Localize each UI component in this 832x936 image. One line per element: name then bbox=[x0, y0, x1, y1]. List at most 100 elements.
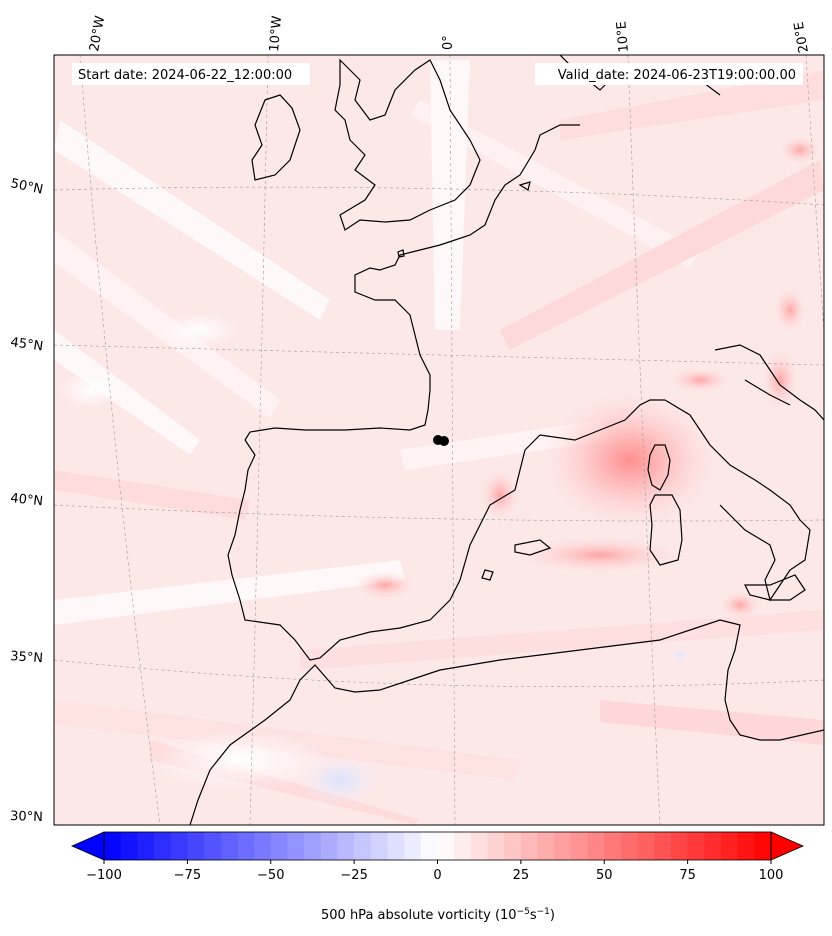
longitude-labels: 20°W 10°W 0° 10°E 20°E bbox=[87, 15, 812, 54]
latitude-labels: 50°N 45°N 40°N 35°N 30°N bbox=[9, 176, 44, 825]
colorbar-cell bbox=[104, 832, 122, 860]
colorbar-cell bbox=[387, 832, 405, 860]
colorbar-cell bbox=[687, 832, 705, 860]
colorbar-cell bbox=[654, 832, 672, 860]
colorbar-cell bbox=[554, 832, 572, 860]
colorbar-cell bbox=[304, 832, 322, 860]
colorbar-cell bbox=[120, 832, 138, 860]
coast-channel-island bbox=[397, 249, 405, 258]
valid-date-box bbox=[535, 63, 803, 85]
coast-great-britain bbox=[334, 58, 481, 231]
colorbar-cells bbox=[104, 832, 772, 860]
colorbar-cell bbox=[354, 832, 372, 860]
colorbar-cell bbox=[637, 832, 655, 860]
lon-label-20w: 20°W bbox=[87, 15, 108, 53]
colorbar-cell bbox=[254, 832, 272, 860]
parallel-40n bbox=[54, 504, 824, 522]
coast-italy bbox=[664, 399, 811, 602]
coast-sicily bbox=[744, 574, 806, 601]
colorbar-tick-label: 75 bbox=[679, 868, 696, 883]
colorbar-cell bbox=[204, 832, 222, 860]
colorbar-cell bbox=[504, 832, 522, 860]
meridian-10e bbox=[627, 55, 661, 825]
parallel-50n bbox=[54, 186, 824, 206]
parallel-35n bbox=[54, 659, 824, 687]
valid-date-text: Valid_date: 2024-06-23T19:00:00.00 bbox=[558, 68, 796, 83]
coast-mallorca bbox=[514, 539, 552, 556]
meridian-10w bbox=[249, 55, 269, 825]
coast-corsica bbox=[647, 444, 671, 491]
colorbar-cell bbox=[370, 832, 388, 860]
colorbar-cell bbox=[620, 832, 639, 860]
lat-label-40n: 40°N bbox=[10, 491, 44, 509]
colorbar-label: 500 hPa absolute vorticity (10−5s−1) bbox=[321, 907, 555, 923]
lat-label-30n: 30°N bbox=[10, 809, 43, 825]
colorbar-tick-label: −75 bbox=[174, 868, 201, 883]
lon-label-10e: 10°E bbox=[614, 21, 632, 53]
graticule bbox=[54, 55, 824, 825]
vorticity-field bbox=[54, 55, 824, 825]
coast-adriatic bbox=[714, 344, 824, 421]
colorbar-cell bbox=[670, 832, 689, 860]
colorbar: −100 −75 −50 −25 0 25 50 75 100 500 hPa absolute… bbox=[71, 831, 804, 923]
colorbar-ticks: −100 −75 −50 −25 0 25 50 75 100 bbox=[86, 860, 783, 883]
start-date-text: Start date: 2024-06-22_12:00:00 bbox=[78, 68, 292, 83]
colorbar-cell bbox=[487, 832, 505, 860]
colorbar-cell bbox=[137, 832, 155, 860]
colorbar-cell bbox=[154, 832, 172, 860]
location-marker bbox=[433, 435, 449, 446]
colorbar-cell bbox=[587, 832, 605, 860]
lon-label-0: 0° bbox=[441, 35, 456, 50]
colorbar-cell bbox=[320, 832, 338, 860]
colorbar-tick-label: −100 bbox=[86, 868, 122, 883]
coast-france-north bbox=[244, 124, 580, 441]
colorbar-cell bbox=[470, 832, 489, 860]
coast-iberia bbox=[227, 399, 665, 661]
lat-label-45n: 45°N bbox=[9, 335, 44, 354]
colorbar-cell bbox=[187, 832, 205, 860]
colorbar-tick-label: −25 bbox=[340, 868, 367, 883]
colorbar-tick-label: −50 bbox=[257, 868, 284, 883]
lat-label-35n: 35°N bbox=[10, 649, 44, 666]
colorbar-cell bbox=[704, 832, 722, 860]
colorbar-cell bbox=[720, 832, 739, 860]
colorbar-cell bbox=[737, 832, 755, 860]
colorbar-cell bbox=[604, 832, 622, 860]
colorbar-cell bbox=[170, 832, 188, 860]
colorbar-cell bbox=[287, 832, 305, 860]
coast-frisian bbox=[518, 181, 531, 191]
lon-label-20e: 20°E bbox=[792, 21, 812, 54]
colorbar-cell bbox=[220, 832, 238, 860]
coast-sardinia bbox=[649, 494, 683, 566]
colorbar-cell bbox=[337, 832, 355, 860]
lon-label-10w: 10°W bbox=[267, 15, 285, 52]
colorbar-cell bbox=[404, 832, 422, 860]
coastlines bbox=[189, 55, 824, 825]
meridian-20e bbox=[805, 55, 824, 336]
header: Start date: 2024-06-22_12:00:00 Valid_da… bbox=[72, 63, 803, 85]
colorbar-cell bbox=[570, 832, 589, 860]
colorbar-cell bbox=[437, 832, 455, 860]
map-frame bbox=[53, 54, 825, 826]
start-date-box bbox=[72, 63, 310, 85]
coast-adriatic-inner bbox=[744, 379, 791, 406]
coast-ibiza bbox=[481, 569, 494, 581]
coast-north-africa bbox=[189, 619, 824, 825]
colorbar-tick-label: 25 bbox=[513, 868, 530, 883]
colorbar-tick-label: 0 bbox=[433, 868, 441, 883]
meridian-20w bbox=[79, 55, 161, 825]
lat-label-50n: 50°N bbox=[9, 176, 44, 197]
colorbar-extend-max bbox=[770, 831, 804, 861]
colorbar-cell bbox=[537, 832, 555, 860]
colorbar-cell bbox=[520, 832, 539, 860]
colorbar-cell bbox=[754, 832, 772, 860]
colorbar-cell bbox=[454, 832, 472, 860]
colorbar-cell bbox=[237, 832, 255, 860]
parallel-45n bbox=[54, 344, 824, 366]
meridian-0 bbox=[449, 55, 456, 825]
colorbar-tick-label: 100 bbox=[759, 868, 784, 883]
colorbar-cell bbox=[420, 832, 438, 860]
colorbar-extend-min bbox=[71, 831, 105, 861]
coast-ireland bbox=[251, 94, 301, 181]
